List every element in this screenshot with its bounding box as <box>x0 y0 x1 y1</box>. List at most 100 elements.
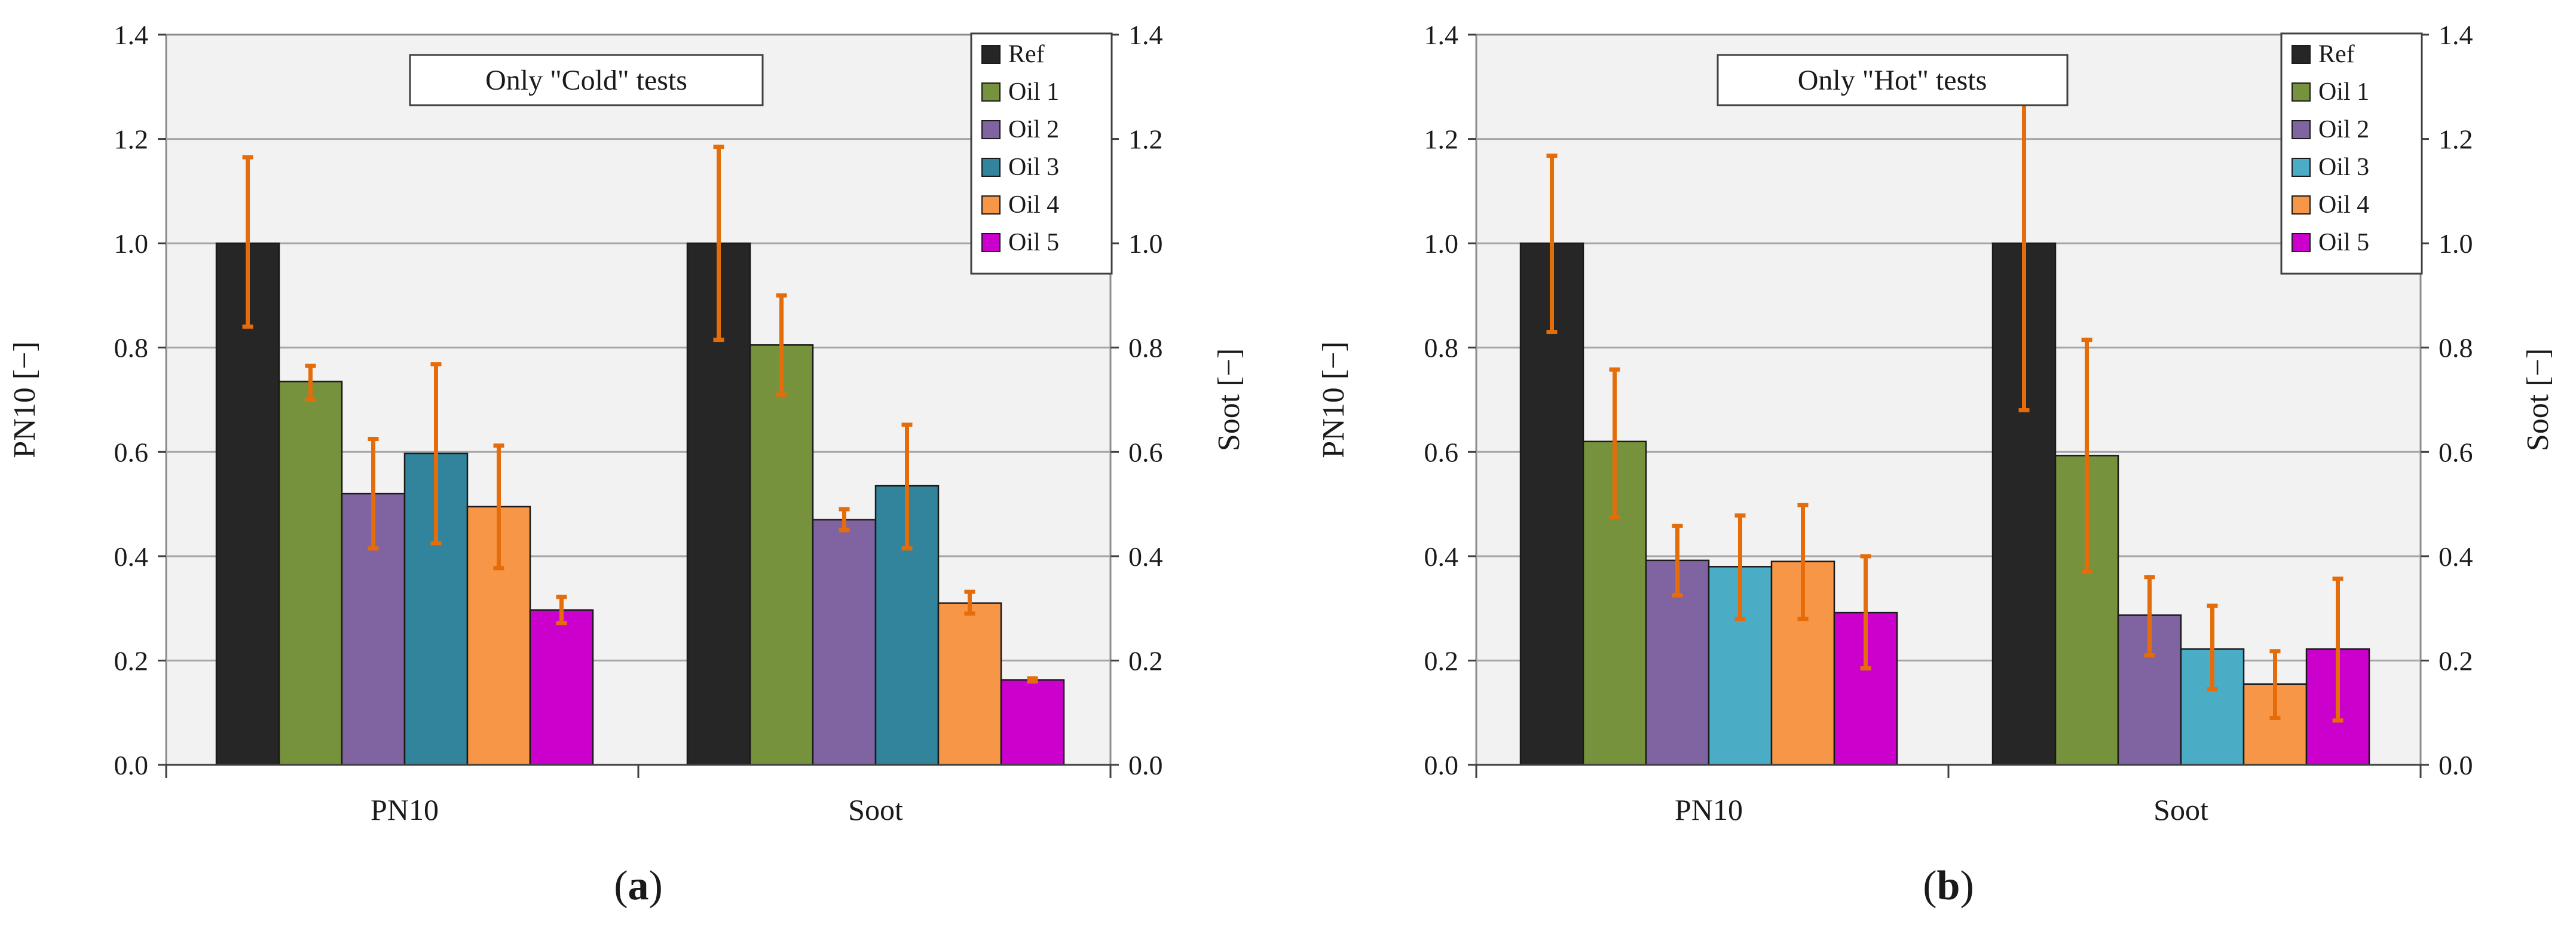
panel-b: 0.0 0.0 0.2 0.2 0.4 0.4 0.6 0.6 0.8 0.8 1.0 1.0 1.2 1… <box>1317 20 2555 909</box>
legend-label: Oil 1 <box>1008 78 1059 106</box>
error-bar <box>493 443 504 571</box>
panel-b-ylabel-left: PN10 [−] <box>1317 341 1351 458</box>
error-bar <box>776 293 787 397</box>
legend-label: Oil 5 <box>1008 229 1059 256</box>
legend-swatch <box>2292 120 2311 139</box>
legend-label: Oil 2 <box>2318 116 2369 143</box>
y-tick-label-right: 0.8 <box>2439 333 2473 363</box>
panel-b-annotation-box <box>1717 54 2069 106</box>
y-tick-label-right: 0.2 <box>2439 645 2473 676</box>
legend-swatch <box>981 158 1001 177</box>
y-tick-label-left: 0.6 <box>1424 437 1459 467</box>
error-bar <box>1609 367 1620 519</box>
y-tick-label-left: 0.6 <box>114 437 149 467</box>
legend-swatch <box>2292 233 2311 252</box>
y-tick-label-right: 1.0 <box>2439 228 2473 259</box>
y-tick-label-right: 0.2 <box>1128 645 1163 676</box>
legend-label: Oil 4 <box>1008 191 1059 219</box>
legend-label: Oil 5 <box>2318 229 2369 256</box>
y-tick-label-right: 1.4 <box>2439 20 2473 50</box>
error-bar <box>1672 523 1683 598</box>
y-tick-label-left: 0.4 <box>1424 541 1459 572</box>
legend-swatch <box>981 195 1001 215</box>
panel-b-legend: Ref Oil 1 Oil 2 Oil 3 Oil 4 Oil 5 <box>2280 32 2423 275</box>
y-tick-label-right: 0.0 <box>2439 750 2473 780</box>
error-bar <box>2269 649 2281 720</box>
legend-label: Oil 1 <box>2318 78 2369 106</box>
legend-label: Oil 2 <box>1008 116 1059 143</box>
panel-b-annotation: Only "Hot" tests <box>1798 65 1987 96</box>
error-bar <box>839 507 850 532</box>
y-tick-label-left: 0.4 <box>114 541 149 572</box>
legend-swatch <box>2292 82 2311 102</box>
legend-swatch <box>981 82 1001 102</box>
legend-swatch <box>981 45 1001 64</box>
x-category-label: PN10 <box>1675 793 1743 826</box>
legend-swatch <box>2292 45 2311 64</box>
y-tick-label-left: 0.0 <box>114 750 149 780</box>
panel-a-ylabel-left: PN10 [−] <box>8 341 42 458</box>
bar-oil-2-soot <box>812 519 877 766</box>
y-tick-label-left: 1.4 <box>1424 20 1459 50</box>
panel-a-legend: Ref Oil 1 Oil 2 Oil 3 Oil 4 Oil 5 <box>970 32 1113 275</box>
error-bar <box>556 595 567 626</box>
y-tick-label-right: 1.4 <box>1128 20 1163 50</box>
x-category-label: PN10 <box>371 793 439 826</box>
legend-label: Ref <box>1008 41 1045 68</box>
error-bar <box>430 362 442 546</box>
error-bar <box>964 589 975 616</box>
error-bar <box>2207 604 2218 691</box>
legend-label: Oil 4 <box>2318 191 2369 219</box>
y-tick-label-right: 1.0 <box>1128 228 1163 259</box>
panel-a-annotation-box <box>409 54 764 106</box>
y-tick-label-left: 0.8 <box>1424 333 1459 363</box>
y-tick-label-left: 0.2 <box>114 645 149 676</box>
y-tick-label-left: 0.8 <box>114 333 149 363</box>
panel-b-ylabel-right: Soot [−] <box>2521 348 2555 451</box>
y-tick-label-right: 0.8 <box>1128 333 1163 363</box>
legend-label: Oil 3 <box>1008 154 1059 181</box>
panel-b-axes: 0.0 0.0 0.2 0.2 0.4 0.4 0.6 0.6 0.8 0.8 1.0 1.0 1.2 1… <box>1424 20 2473 826</box>
y-tick-label-left: 1.0 <box>114 228 149 259</box>
bar-oil-1-pn10 <box>278 381 343 766</box>
error-bar <box>1797 503 1809 621</box>
legend-label: Ref <box>2318 41 2355 68</box>
bar-oil-5-pn10 <box>529 609 594 766</box>
y-tick-label-right: 0.4 <box>2439 541 2473 572</box>
y-tick-label-left: 1.4 <box>114 20 149 50</box>
error-bar <box>368 436 379 551</box>
legend-swatch <box>981 120 1001 139</box>
legend-swatch <box>2292 158 2311 177</box>
panel-a-axes: 0.0 0.0 0.2 0.2 0.4 0.4 0.6 0.6 0.8 0.8 1.0 1.0 1.2 1… <box>114 20 1163 826</box>
y-tick-label-right: 1.2 <box>1128 124 1163 155</box>
panel-a-label: (a) <box>614 863 663 909</box>
error-bar <box>242 155 253 329</box>
error-bar <box>2332 576 2344 723</box>
error-bar <box>1027 676 1038 684</box>
error-bar <box>305 363 316 402</box>
panel-a-ylabel-right: Soot [−] <box>1212 348 1246 451</box>
legend-swatch <box>2292 195 2311 215</box>
panel-b-error-bars <box>1546 74 2344 723</box>
error-bar <box>1860 554 1871 671</box>
bar-oil-5-soot <box>1000 679 1065 766</box>
error-bar <box>713 145 724 342</box>
y-tick-label-right: 1.2 <box>2439 124 2473 155</box>
y-tick-label-right: 0.6 <box>2439 437 2473 467</box>
x-category-label: Soot <box>2153 793 2208 826</box>
error-bar <box>901 422 913 551</box>
error-bar <box>1546 154 1558 335</box>
legend-swatch <box>981 233 1001 252</box>
y-tick-label-left: 1.0 <box>1424 228 1459 259</box>
bar-oil-1-soot <box>749 344 814 766</box>
y-tick-label-left: 0.0 <box>1424 750 1459 780</box>
y-tick-label-left: 0.2 <box>1424 645 1459 676</box>
error-bar <box>1734 513 1746 621</box>
error-bar <box>2081 338 2092 574</box>
panel-b-bars <box>1519 242 2370 766</box>
panel-b-label: (b) <box>1923 863 1974 909</box>
y-tick-label-left: 1.2 <box>114 124 149 155</box>
panel-a-annotation: Only "Cold" tests <box>485 65 687 96</box>
x-category-label: Soot <box>848 793 903 826</box>
